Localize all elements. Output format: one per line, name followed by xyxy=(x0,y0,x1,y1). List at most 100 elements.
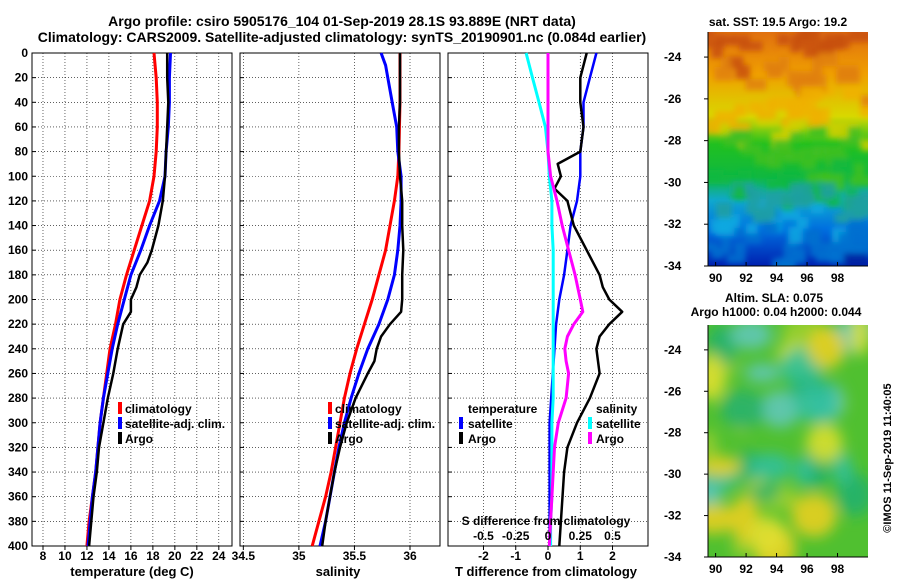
sst-cell xyxy=(745,223,758,234)
sst-map xyxy=(708,32,868,266)
temperature-diff-tick-label: -2 xyxy=(478,549,489,563)
temperature-tick-label: 10 xyxy=(58,549,72,563)
sst-cell xyxy=(766,154,783,169)
sst-cell xyxy=(729,34,751,46)
sst-cell xyxy=(745,78,767,90)
temperature-diff-tick-label: 1 xyxy=(577,549,584,563)
sst-cell xyxy=(806,111,821,127)
sla-map xyxy=(708,325,868,557)
legend-swatch-climatology xyxy=(328,402,332,414)
sst-cell xyxy=(708,118,720,135)
imos-watermark: ©IMOS 11-Sep-2019 11:40:05 xyxy=(882,383,894,532)
salinity-tick-label: 36 xyxy=(403,549,417,563)
sst-cell xyxy=(735,64,751,80)
map-y-tick-label: -24 xyxy=(664,50,682,64)
sst-cell xyxy=(752,206,776,223)
sst-cell xyxy=(746,205,760,214)
depth-tick-label: 80 xyxy=(15,145,29,159)
map-y-tick-label: -32 xyxy=(664,509,682,523)
sst-cell xyxy=(809,125,826,139)
sst-cell xyxy=(720,58,732,70)
title-line-2: Climatology: CARS2009. Satellite-adjuste… xyxy=(38,29,646,45)
sst-cell xyxy=(711,47,724,59)
temperature-tick-label: 20 xyxy=(168,549,182,563)
depth-tick-label: 140 xyxy=(8,219,28,233)
sst-cell xyxy=(789,183,813,201)
legend-swatch-s-satellite xyxy=(588,417,592,429)
difference-legend: temperature satellite Argo salinity sate… xyxy=(459,402,641,446)
sst-cell xyxy=(745,231,762,244)
sst-cell xyxy=(734,185,745,201)
legend-swatch-argo xyxy=(118,432,122,444)
salinity-legend: climatology satellite-adj. clim. Argo xyxy=(328,402,435,446)
sst-cell xyxy=(828,121,849,138)
sst-cell xyxy=(764,99,775,110)
depth-tick-label: 360 xyxy=(8,490,28,504)
sst-cell xyxy=(778,257,796,266)
sla-blob xyxy=(744,363,781,383)
salinity-tick-label: 35 xyxy=(292,549,306,563)
sst-cell xyxy=(738,41,763,51)
temperature-xlabel: temperature (deg C) xyxy=(70,564,194,579)
legend-label-t-satellite: satellite xyxy=(468,417,513,431)
sla-blob xyxy=(833,452,853,485)
map-x-tick-label: 92 xyxy=(739,271,753,285)
sst-cell xyxy=(733,241,746,255)
sst-cell xyxy=(734,103,747,117)
depth-tick-label: 40 xyxy=(15,95,29,109)
sst-cell xyxy=(792,253,807,264)
sst-cell xyxy=(786,70,798,87)
sst-cell xyxy=(720,236,731,254)
series-argo xyxy=(87,53,170,547)
map-x-tick-label: 94 xyxy=(770,562,784,576)
s-diff-xlabel: S difference from climatology xyxy=(462,514,631,528)
sst-cell xyxy=(798,101,817,115)
sst-cell xyxy=(726,56,744,69)
series-salinity-argo xyxy=(546,53,585,547)
sst-cell xyxy=(843,253,868,266)
temperature-legend: climatology satellite-adj. clim. Argo xyxy=(118,402,225,446)
sla-blob xyxy=(793,383,838,424)
depth-tick-label: 200 xyxy=(8,293,28,307)
legend-label-satellite: satellite-adj. clim. xyxy=(125,417,225,431)
sst-cell xyxy=(806,172,831,182)
sst-cell xyxy=(861,94,868,107)
legend-label-satellite: satellite-adj. clim. xyxy=(335,417,435,431)
sla-blob xyxy=(794,456,812,486)
sla-blob xyxy=(749,516,786,555)
map-y-tick-label: -32 xyxy=(664,217,682,231)
map-y-tick-label: -24 xyxy=(664,343,682,357)
salinity-diff-tick-label: 0 xyxy=(545,529,552,543)
sla-blob xyxy=(791,493,837,538)
sla-blob xyxy=(708,503,736,534)
series-lines xyxy=(85,52,624,547)
salinity-xlabel: salinity xyxy=(316,564,362,579)
sst-cell xyxy=(806,228,821,245)
map-y-tick-label: -26 xyxy=(664,384,682,398)
sst-cell xyxy=(790,131,802,142)
sla-blob xyxy=(730,325,773,350)
temperature-tick-label: 8 xyxy=(40,549,47,563)
sst-cell xyxy=(810,91,821,101)
sst-cell xyxy=(830,252,849,264)
sla-map-title-2: Argo h1000: 0.04 h2000: 0.044 xyxy=(691,305,862,319)
sla-blob xyxy=(708,484,723,506)
sla-map-axes: 90 92 94 96 98 -24 -26 -28 -30 -32 -34 xyxy=(664,325,868,576)
depth-tick-label: 20 xyxy=(15,71,29,85)
map-x-tick-label: 96 xyxy=(800,271,814,285)
map-x-tick-label: 90 xyxy=(709,271,723,285)
temperature-diff-tick-label: 0 xyxy=(545,549,552,563)
sst-cell xyxy=(732,227,745,238)
legend-swatch-argo xyxy=(328,432,332,444)
legend-label-argo: Argo xyxy=(335,432,363,446)
map-x-tick-label: 90 xyxy=(709,562,723,576)
sla-blob xyxy=(708,353,727,402)
map-y-tick-label: -28 xyxy=(664,426,682,440)
sst-cell xyxy=(788,117,806,130)
legend-swatch-satellite xyxy=(328,417,332,429)
sst-map-texture xyxy=(708,32,868,266)
depth-tick-label: 340 xyxy=(8,465,28,479)
legend-label-s-argo: Argo xyxy=(596,432,624,446)
sst-map-axes: 90 92 94 96 98 -24 -26 -28 -30 -32 -34 xyxy=(664,32,868,285)
